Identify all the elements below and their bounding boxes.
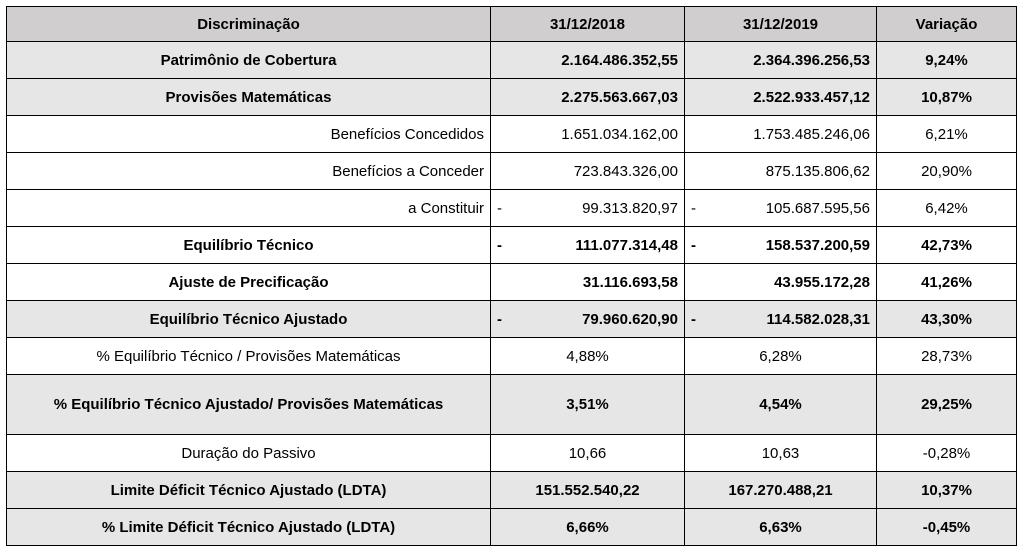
value-cell: 2.522.933.457,12 xyxy=(684,78,877,116)
table-row: Duração do Passivo 10,66 10,63 -0,28% xyxy=(6,434,1017,472)
variation-cell: 43,30% xyxy=(876,300,1017,338)
value-cell: 875.135.806,62 xyxy=(684,152,877,190)
row-label: Ajuste de Precificação xyxy=(6,263,491,301)
table-row: % Equilíbrio Técnico / Provisões Matemát… xyxy=(6,337,1017,375)
variation-cell: 41,26% xyxy=(876,263,1017,301)
value-cell: 1.753.485.246,06 xyxy=(684,115,877,153)
value-cell: 3,51% xyxy=(490,374,685,435)
value-cell: - 114.582.028,31 xyxy=(684,300,877,338)
value-cell: 2.164.486.352,55 xyxy=(490,41,685,79)
table-row: Benefícios Concedidos 1.651.034.162,00 1.7… xyxy=(6,115,1017,153)
value-cell: - 111.077.314,48 xyxy=(490,226,685,264)
sign: - xyxy=(497,236,502,254)
variation-cell: 9,24% xyxy=(876,41,1017,79)
value-cell: 6,63% xyxy=(684,508,877,546)
table-row: Patrimônio de Cobertura 2.164.486.352,55 2… xyxy=(6,41,1017,79)
value-cell: - 158.537.200,59 xyxy=(684,226,877,264)
table-row: a Constituir -99.313.820,97-105.687.595,5… xyxy=(6,189,1017,227)
row-label: Equilíbrio Técnico Ajustado xyxy=(6,300,491,338)
amount: 158.537.200,59 xyxy=(765,236,870,254)
row-label: % Equilíbrio Técnico / Provisões Matemát… xyxy=(6,337,491,375)
accounting-value: - 105.687.595,56 xyxy=(691,200,870,217)
header-row: Discriminação 31/12/2018 31/12/2019 Vari… xyxy=(6,6,1017,42)
table-row: Limite Déficit Técnico Ajustado (LDTA) 15… xyxy=(6,471,1017,509)
value-cell: 2.364.396.256,53 xyxy=(684,41,877,79)
row-label: Limite Déficit Técnico Ajustado (LDTA) xyxy=(6,471,491,509)
row-label: Equilíbrio Técnico xyxy=(6,226,491,264)
value-cell: - 79.960.620,90 xyxy=(490,300,685,338)
value-cell: 723.843.326,00 xyxy=(490,152,685,190)
amount: 79.960.620,90 xyxy=(582,310,678,328)
table-body: Patrimônio de Cobertura 2.164.486.352,55 2… xyxy=(6,41,1017,546)
row-label: Benefícios Concedidos xyxy=(6,115,491,153)
variation-cell: 29,25% xyxy=(876,374,1017,435)
header-cell: 31/12/2018 xyxy=(490,6,685,42)
amount: 105.687.595,56 xyxy=(765,199,870,217)
value-cell: 6,28% xyxy=(684,337,877,375)
value-cell: 1.651.034.162,00 xyxy=(490,115,685,153)
header-cell: Discriminação xyxy=(6,6,491,42)
table-row: Ajuste de Precificação 31.116.693,58 43.95… xyxy=(6,263,1017,301)
results-table: Discriminação 31/12/2018 31/12/2019 Vari… xyxy=(6,6,1017,546)
sign: - xyxy=(691,236,696,254)
value-cell: 2.275.563.667,03 xyxy=(490,78,685,116)
row-label: Patrimônio de Cobertura xyxy=(6,41,491,79)
row-label: Benefícios a Conceder xyxy=(6,152,491,190)
value-cell: 167.270.488,21 xyxy=(684,471,877,509)
value-cell: - 105.687.595,56 xyxy=(684,189,877,227)
variation-cell: 6,21% xyxy=(876,115,1017,153)
sign: - xyxy=(691,310,696,328)
amount: 99.313.820,97 xyxy=(582,199,678,217)
value-cell: 10,66 xyxy=(490,434,685,472)
row-label: Provisões Matemáticas xyxy=(6,78,491,116)
row-label: % Equilíbrio Técnico Ajustado/ Provisões… xyxy=(6,374,491,435)
header-cell: 31/12/2019 xyxy=(684,6,877,42)
table-row: Provisões Matemáticas 2.275.563.667,03 2.5… xyxy=(6,78,1017,116)
variation-cell: -0,45% xyxy=(876,508,1017,546)
amount: 114.582.028,31 xyxy=(766,310,870,328)
value-cell: 4,88% xyxy=(490,337,685,375)
row-label: Duração do Passivo xyxy=(6,434,491,472)
sign: - xyxy=(691,199,696,217)
accounting-value: - 114.582.028,31 xyxy=(691,311,870,328)
value-cell: 31.116.693,58 xyxy=(490,263,685,301)
variation-cell: 6,42% xyxy=(876,189,1017,227)
accounting-value: - 111.077.314,48 xyxy=(497,237,678,254)
table-row: % Equilíbrio Técnico Ajustado/ Provisões… xyxy=(6,374,1017,435)
table-row: Equilíbrio Técnico -111.077.314,48-158.53… xyxy=(6,226,1017,264)
row-label: a Constituir xyxy=(6,189,491,227)
value-cell: 6,66% xyxy=(490,508,685,546)
variation-cell: 28,73% xyxy=(876,337,1017,375)
row-label: % Limite Déficit Técnico Ajustado (LDTA) xyxy=(6,508,491,546)
value-cell: 10,63 xyxy=(684,434,877,472)
variation-cell: 10,87% xyxy=(876,78,1017,116)
table-row: Benefícios a Conceder 723.843.326,00 875.1… xyxy=(6,152,1017,190)
variation-cell: 10,37% xyxy=(876,471,1017,509)
sign: - xyxy=(497,199,502,217)
value-cell: 4,54% xyxy=(684,374,877,435)
variation-cell: 42,73% xyxy=(876,226,1017,264)
value-cell: 151.552.540,22 xyxy=(490,471,685,509)
accounting-value: - 99.313.820,97 xyxy=(497,200,678,217)
table-row: Equilíbrio Técnico Ajustado -79.960.620,9… xyxy=(6,300,1017,338)
value-cell: 43.955.172,28 xyxy=(684,263,877,301)
table-row: % Limite Déficit Técnico Ajustado (LDTA)… xyxy=(6,508,1017,546)
accounting-value: - 79.960.620,90 xyxy=(497,311,678,328)
sign: - xyxy=(497,310,502,328)
accounting-value: - 158.537.200,59 xyxy=(691,237,870,254)
header-cell: Variação xyxy=(876,6,1017,42)
amount: 111.077.314,48 xyxy=(575,236,678,254)
value-cell: - 99.313.820,97 xyxy=(490,189,685,227)
variation-cell: -0,28% xyxy=(876,434,1017,472)
variation-cell: 20,90% xyxy=(876,152,1017,190)
